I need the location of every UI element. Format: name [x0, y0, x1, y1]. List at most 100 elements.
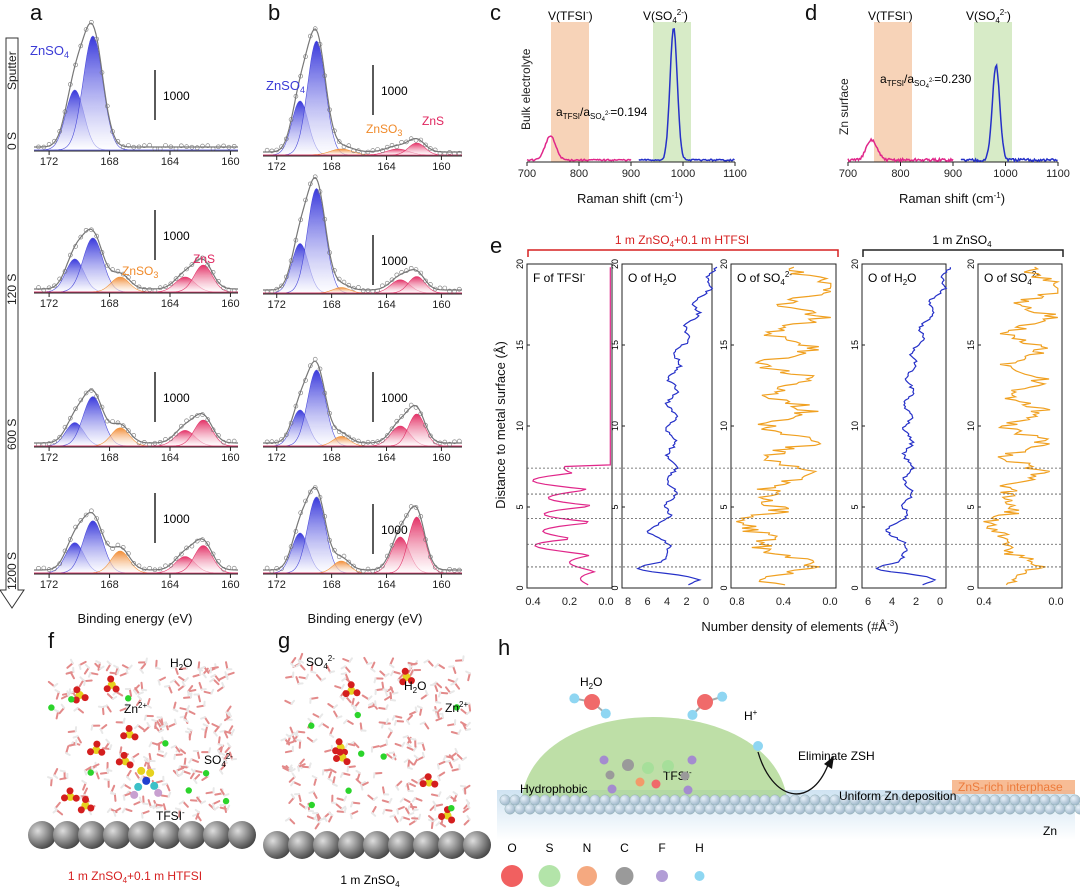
snap-g-sulfate-o — [336, 748, 344, 756]
snap-f-water-molecule — [160, 794, 170, 798]
snap-g-zn-surface-atom — [263, 831, 291, 859]
water-1-oxygen — [584, 694, 600, 710]
xps-a-row0-tick-label: 172 — [40, 156, 58, 168]
md-xtick-label: 0 — [703, 596, 709, 608]
snap-g-water-molecule — [437, 771, 446, 778]
zn-label: Zn — [1043, 824, 1057, 838]
snap-f-water-molecule — [203, 716, 210, 725]
snap-f-water-h — [183, 677, 189, 682]
snap-g-water-molecule — [335, 803, 344, 811]
tfsi-atom — [651, 779, 661, 789]
snap-f-water-h — [219, 729, 226, 733]
snap-g-water-molecule — [428, 815, 436, 822]
xps-a-row1-datapoint — [89, 227, 94, 233]
snap-g-water-molecule — [452, 665, 457, 674]
xps-b-row2-datapoint — [428, 433, 433, 439]
xps-a-row0-envelope — [34, 22, 238, 148]
snap-f-water-h — [109, 792, 116, 795]
snap-f-water-molecule — [203, 690, 213, 695]
snap-g-water-h — [434, 663, 440, 669]
snap-f-zn-ion — [124, 695, 132, 702]
snap-f-water-molecule — [133, 800, 142, 806]
snap-f-water-molecule — [225, 661, 229, 671]
snap-f-water-h — [143, 755, 149, 761]
xps-a-row3-datapoint — [120, 545, 126, 550]
snap-g-water-h — [401, 741, 406, 748]
xps-a-row0-tick-label: 160 — [221, 156, 239, 168]
snap-f-sulfate-o — [77, 806, 85, 814]
snap-g-water-h — [290, 768, 296, 773]
snap-g-water-molecule — [342, 658, 351, 663]
snap-g-water-molecule — [360, 781, 369, 787]
xps-a-row3-datapoint — [115, 542, 121, 548]
legend-label-N: N — [583, 841, 592, 855]
raman-c-so4-line — [638, 27, 735, 162]
snap-g-water-h — [402, 735, 409, 739]
substrate-atom — [549, 794, 561, 806]
snap-f-water-molecule — [168, 722, 177, 728]
snap-f-water-h — [139, 796, 142, 803]
substrate-atom — [649, 794, 661, 806]
snap-f-water-molecule — [213, 726, 220, 734]
substrate-atom — [629, 794, 641, 806]
snap-f-water-h — [190, 768, 196, 774]
time-label-0: 0 S — [5, 132, 19, 150]
snap-g-water-molecule — [288, 796, 295, 804]
schematic-h: Hydrophobic TFSI- H+ Eliminate ZSH Unifo… — [497, 675, 1080, 887]
snap-f-water-molecule — [136, 698, 142, 706]
xps-b-row2-datapoint — [317, 366, 323, 372]
label-znso3-a: ZnSO3 — [122, 264, 158, 280]
snap-g-zn-surface-atom — [288, 831, 316, 859]
snap-g-water-h — [403, 758, 410, 763]
snap-g-water-h — [396, 808, 399, 815]
md-ytick-label: 20 — [850, 259, 860, 269]
snap-f-water-h — [209, 678, 215, 683]
snap-g-sulfate-o — [424, 773, 432, 781]
snap-g-water-h — [310, 670, 317, 674]
xps-b-row0-datapoint — [380, 148, 385, 153]
snap-g-water-h — [355, 769, 361, 774]
md-xtick-label: 4 — [664, 596, 670, 608]
snap-f-water-molecule — [136, 724, 145, 731]
md-ytick-label: 10 — [966, 421, 976, 431]
xps-a-row1-tick-label: 160 — [221, 298, 239, 310]
snap-g-water-h — [318, 722, 324, 728]
snap-g-water-h — [305, 673, 309, 680]
raman-d-so4-line — [960, 63, 1058, 163]
xps-a-row1-datapoint — [126, 275, 131, 280]
snap-f-water-molecule — [158, 719, 165, 727]
snap-f-water-h — [53, 682, 59, 688]
snap-f-water-h — [221, 682, 225, 688]
snap-f-water-h — [145, 657, 148, 664]
snap-g-water-molecule — [346, 742, 356, 747]
snap-g-water-h — [406, 719, 411, 725]
snap-g-sulfate-o — [347, 681, 355, 689]
md-subplot-f-tfsi — [526, 263, 613, 589]
snap-g-water-h — [292, 732, 299, 736]
snap-f-water-molecule — [109, 671, 119, 675]
xps-a-row1-datapoint — [36, 285, 41, 290]
xps-b-row2-scale-label: 1000 — [381, 391, 408, 405]
snap-g-water-molecule — [411, 778, 420, 785]
snap-f-water-h — [178, 800, 185, 805]
snap-g-water-molecule — [391, 670, 401, 675]
snap-f-water-h — [202, 723, 209, 728]
xps-b-row0-datapoint — [283, 136, 289, 142]
substrate-atom — [769, 794, 781, 806]
snap-f-water-h — [179, 715, 186, 719]
legend-label-H: H — [695, 841, 704, 855]
snap-f-water-h — [183, 718, 189, 723]
snap-f-water-h — [125, 668, 129, 674]
snap-f-water-h — [228, 711, 232, 718]
snap-g-water-h — [385, 718, 389, 725]
snap-f-water-molecule — [156, 740, 165, 746]
snap-f-water-molecule — [217, 685, 225, 692]
raman-d-tick-label: 900 — [944, 168, 962, 180]
xps-a-row3-datapoint — [194, 538, 200, 544]
substrate-atom — [884, 803, 896, 815]
xps-b-row0-datapoint — [399, 140, 404, 145]
xps-a-row0-datapoint — [184, 144, 189, 149]
snap-g-water-h — [308, 809, 315, 813]
snap-f-water-molecule — [67, 730, 77, 733]
snap-g-water-molecule — [437, 760, 446, 766]
